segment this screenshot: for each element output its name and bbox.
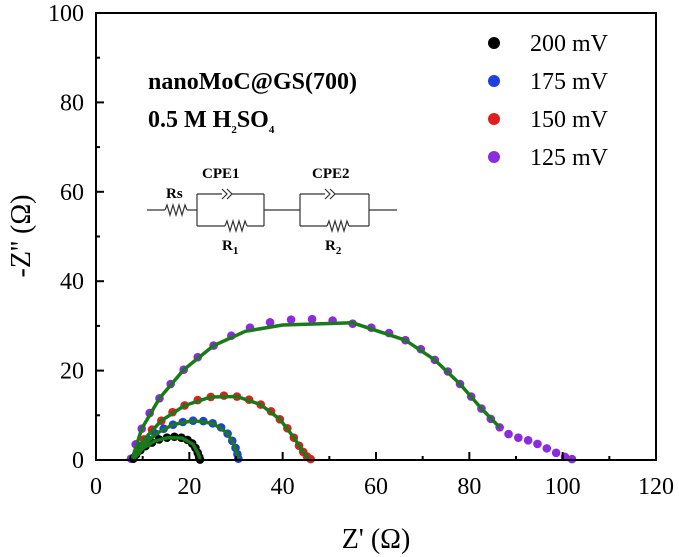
r1-label: R1: [222, 238, 238, 257]
r1-main: R: [222, 238, 233, 254]
y-tick-label: 20: [60, 359, 84, 385]
fit-line: [132, 435, 202, 460]
electrolyte-sub-2: 4: [269, 124, 275, 136]
data-point: [551, 448, 561, 458]
data-point: [504, 429, 513, 439]
data-point: [523, 436, 533, 445]
ticks-layer: 0 20 40 60 80 100 120 0 20 40 60 80 100: [48, 1, 674, 500]
electrolyte-mid: SO: [237, 107, 269, 133]
r2-label: R2: [325, 238, 342, 257]
legend-label: 150 mV: [530, 107, 609, 133]
x-tick-label: 80: [457, 474, 481, 500]
equivalent-circuit: Rs CPE1 CPE2 R1 R2: [147, 166, 397, 257]
r2-resistor-icon: [326, 218, 350, 234]
fit-line: [132, 394, 310, 460]
data-layer: [126, 314, 577, 464]
cpe2-element-icon: [324, 188, 336, 200]
cpe1-element-icon: [221, 188, 233, 200]
r1-sub: 1: [233, 245, 239, 257]
y-axis-title: -Z'' (Ω): [6, 195, 37, 278]
electrolyte-prefix: 0.5 M H: [148, 107, 232, 133]
data-point: [533, 439, 542, 449]
r1-resistor-icon: [224, 218, 248, 234]
data-point: [286, 315, 296, 324]
x-axis-title: Z' (Ω): [342, 524, 411, 555]
electrolyte-sub-1: 2: [231, 124, 237, 136]
data-point: [542, 444, 552, 453]
x-tick-label: 120: [638, 474, 674, 500]
y-tick-label: 60: [60, 180, 84, 206]
data-point: [514, 433, 523, 442]
legend: 200 mV 175 mV 150 mV 125 mV: [488, 31, 609, 171]
legend-label: 175 mV: [530, 69, 609, 95]
cpe2-label: CPE2: [312, 166, 350, 182]
legend-label: 200 mV: [530, 31, 609, 57]
cpe1-label: CPE1: [202, 166, 240, 182]
y-tick-label: 0: [72, 448, 84, 474]
legend-label: 125 mV: [530, 145, 609, 171]
x-tick-label: 20: [177, 474, 201, 500]
fit-line: [132, 418, 240, 460]
fit-layer: [130, 321, 501, 460]
legend-marker: [488, 37, 500, 49]
electrolyte-annotation: 0.5 M H2SO4: [148, 107, 275, 136]
fit-line: [130, 321, 501, 460]
rs-resistor-icon: [164, 202, 188, 218]
r2-sub: 2: [336, 245, 342, 257]
circuit-wires: [147, 193, 397, 227]
x-tick-label: 60: [364, 474, 388, 500]
x-tick-label: 100: [545, 474, 581, 500]
y-tick-label: 100: [48, 1, 84, 27]
y-tick-label: 80: [60, 90, 84, 116]
rs-label: Rs: [166, 186, 183, 202]
sample-annotation: nanoMoC@GS(700): [148, 69, 357, 95]
y-tick-label: 40: [60, 269, 84, 295]
data-point: [307, 314, 317, 324]
r2-main: R: [325, 238, 336, 254]
x-tick-label: 40: [271, 474, 295, 500]
x-tick-label: 0: [90, 474, 102, 500]
legend-marker: [488, 113, 500, 125]
data-point: [265, 318, 275, 327]
legend-marker: [488, 75, 500, 87]
legend-marker: [488, 151, 500, 163]
